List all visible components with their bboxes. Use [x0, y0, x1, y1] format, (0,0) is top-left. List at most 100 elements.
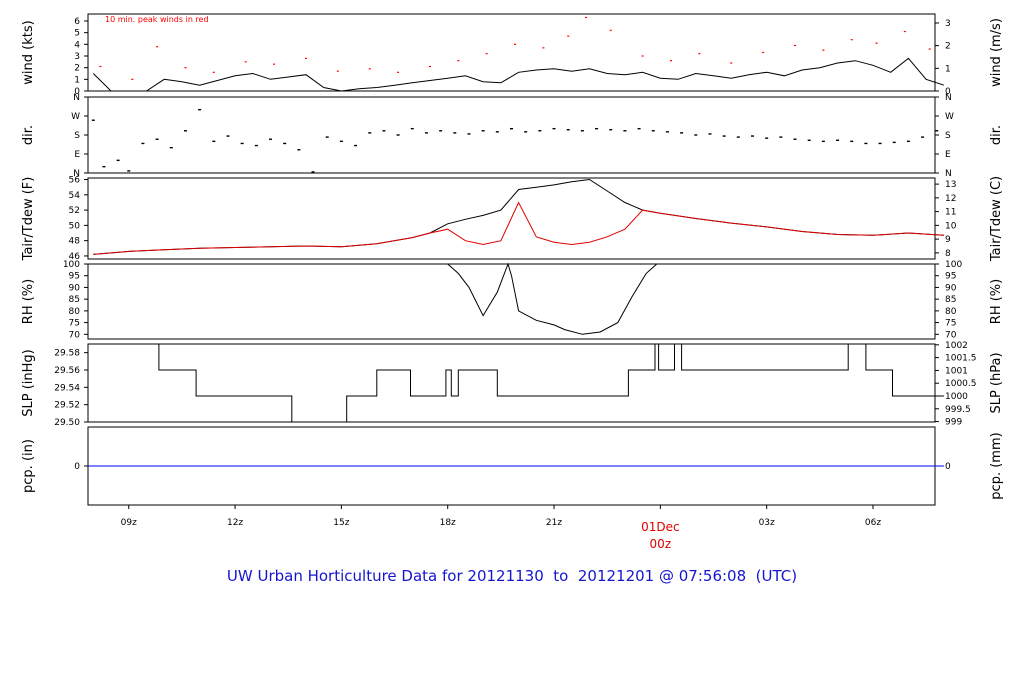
y-axis-label-right: pcp. (mm)	[989, 432, 1004, 499]
direction-point	[850, 140, 854, 143]
y-tick-label: 50	[69, 221, 81, 231]
direction-point	[354, 144, 358, 147]
direction-point	[325, 136, 329, 138]
direction-point	[424, 132, 428, 134]
direction-point	[750, 135, 754, 137]
direction-point	[580, 130, 584, 132]
y-axis-label-right: SLP (hPa)	[989, 352, 1004, 413]
direction-point	[708, 133, 712, 135]
x-tick-label: 12z	[227, 518, 243, 528]
peak-wind-point	[212, 71, 215, 73]
y-tick-label-right: 1	[945, 64, 951, 74]
y-tick-label: S	[74, 131, 80, 141]
direction-point	[623, 130, 627, 132]
peak-wind-point	[336, 70, 339, 72]
y-tick-label: 52	[69, 206, 80, 216]
direction-point	[127, 170, 131, 172]
y-tick-label-right: 3	[945, 19, 951, 29]
y-tick-label: 29.56	[54, 366, 80, 376]
peak-wind-point	[875, 42, 878, 44]
x-tick-label: 15z	[333, 518, 349, 528]
x-tick-label: 06z	[865, 518, 881, 528]
direction-point	[453, 132, 457, 134]
y-axis-label: RH (%)	[21, 279, 36, 324]
day-hour-label: 00z	[650, 537, 672, 551]
direction-point	[240, 142, 244, 145]
direction-point	[680, 132, 684, 134]
x-tick-label: 03z	[759, 518, 775, 528]
y-tick-label: E	[74, 150, 80, 160]
direction-point	[566, 129, 570, 131]
peak-wind-point	[641, 55, 644, 57]
y-tick-label-right: 75	[945, 319, 956, 329]
direction-point	[552, 127, 556, 130]
peak-wind-point	[542, 47, 545, 49]
y-tick-label: 0	[74, 87, 80, 97]
peak-wind-point	[730, 62, 733, 64]
direction-point	[878, 142, 882, 145]
y-tick-label-right: 95	[945, 272, 956, 282]
direction-point	[609, 129, 613, 131]
direction-point	[637, 127, 641, 130]
wind-speed-line	[92, 57, 945, 92]
direction-point	[510, 127, 513, 130]
y-tick-label: 70	[69, 330, 81, 340]
peak-wind-point	[397, 71, 400, 73]
peak-wind-point	[428, 65, 431, 68]
panel-frame	[87, 343, 936, 423]
direction-point	[836, 139, 840, 141]
direction-point	[102, 165, 106, 168]
peak-wind-point	[850, 39, 853, 41]
relative-humidity-line	[447, 262, 658, 335]
direction-point	[382, 130, 386, 132]
direction-point	[226, 135, 230, 137]
y-tick-label-right: 100	[945, 260, 962, 270]
direction-point	[921, 136, 925, 138]
y-tick-label-right: 999.5	[945, 405, 971, 415]
peak-wind-point	[794, 44, 797, 47]
direction-point	[906, 140, 910, 143]
direction-point	[793, 138, 797, 140]
dew-point-line	[93, 201, 944, 255]
peak-wind-point	[99, 65, 102, 68]
day-label: 01Dec	[641, 520, 680, 534]
direction-point	[311, 171, 315, 173]
peak-wind-point	[928, 48, 931, 50]
air-temperature-line	[93, 178, 944, 255]
y-tick-label-right: N	[945, 169, 952, 179]
y-tick-label-right: 1000	[945, 392, 968, 402]
y-axis-label-right: Tair/Tdew (C)	[989, 176, 1004, 262]
direction-point	[864, 142, 868, 145]
y-tick-label-right: 85	[945, 295, 956, 305]
y-axis-label-right: dir.	[989, 125, 1004, 145]
peak-wind-point	[698, 53, 701, 55]
y-axis-label: dir.	[21, 125, 36, 145]
y-tick-label-right: 0	[945, 462, 951, 472]
direction-point	[495, 131, 499, 133]
direction-point	[439, 130, 443, 132]
peak-wind-point	[304, 57, 307, 59]
direction-point	[736, 136, 740, 138]
direction-point	[595, 127, 599, 130]
direction-point	[807, 139, 811, 141]
x-tick-label: 09z	[121, 518, 137, 528]
y-tick-label: 56	[69, 176, 81, 186]
peak-wind-point	[514, 43, 517, 45]
peak-wind-point	[903, 30, 906, 33]
x-tick-label: 18z	[440, 518, 456, 528]
peak-wind-point	[273, 63, 276, 65]
y-tick-label: 80	[69, 307, 81, 317]
y-axis-label-right: RH (%)	[989, 279, 1004, 324]
y-tick-label: 48	[69, 237, 81, 247]
y-tick-label-right: 1002	[945, 341, 968, 351]
y-axis-label: pcp. (in)	[21, 439, 36, 493]
direction-point	[91, 119, 95, 121]
peak-wind-point	[584, 16, 587, 19]
panel-frame	[87, 96, 936, 174]
y-tick-label-right: 80	[945, 307, 957, 317]
y-tick-label-right: 90	[945, 283, 957, 293]
direction-point	[935, 130, 939, 132]
peak-wind-point	[156, 46, 159, 48]
peak-wind-point	[184, 67, 187, 69]
y-tick-label-right: 11	[945, 208, 956, 218]
